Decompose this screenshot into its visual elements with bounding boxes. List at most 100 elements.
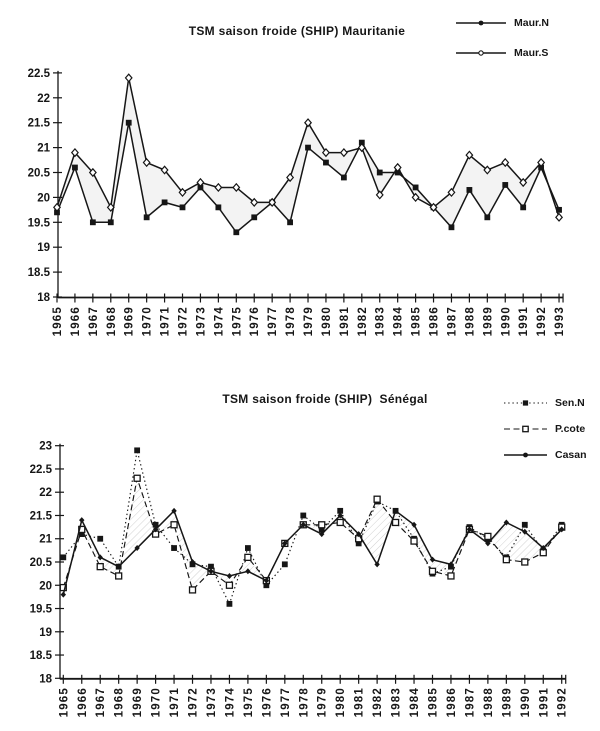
svg-text:20: 20 bbox=[39, 580, 52, 592]
svg-text:22.5: 22.5 bbox=[30, 464, 53, 476]
svg-text:1966: 1966 bbox=[70, 306, 82, 336]
svg-text:1968: 1968 bbox=[114, 687, 126, 717]
svg-text:1969: 1969 bbox=[132, 687, 144, 717]
svg-text:18.5: 18.5 bbox=[30, 650, 53, 662]
svg-text:21.5: 21.5 bbox=[28, 118, 51, 130]
svg-text:1965: 1965 bbox=[52, 306, 64, 336]
mauritanie-chart-plot: 18 18.5 19 19.5 20 20.5 21 21.5 22 22.5 1965 1966 19… bbox=[28, 68, 566, 336]
svg-text:1973: 1973 bbox=[195, 306, 207, 336]
svg-text:1988: 1988 bbox=[483, 687, 495, 717]
sen-n-line-marker-icon bbox=[503, 397, 548, 409]
svg-text:19.5: 19.5 bbox=[30, 604, 53, 616]
svg-text:1975: 1975 bbox=[243, 687, 255, 717]
svg-text:1991: 1991 bbox=[518, 306, 530, 336]
svg-text:1984: 1984 bbox=[393, 306, 405, 336]
svg-text:1978: 1978 bbox=[285, 306, 297, 336]
svg-text:1967: 1967 bbox=[95, 687, 107, 717]
svg-text:21.5: 21.5 bbox=[30, 510, 53, 522]
svg-text:1986: 1986 bbox=[429, 306, 441, 336]
svg-text:1977: 1977 bbox=[280, 687, 292, 717]
svg-text:1980: 1980 bbox=[321, 306, 333, 336]
svg-text:1968: 1968 bbox=[106, 306, 118, 336]
legend-item-maur-s: Maur.S bbox=[455, 38, 549, 68]
maur-s-line-marker-icon bbox=[455, 47, 507, 59]
svg-text:1991: 1991 bbox=[538, 687, 550, 717]
svg-text:1971: 1971 bbox=[169, 687, 181, 717]
svg-text:1967: 1967 bbox=[88, 306, 100, 336]
legend-item-casan: Casan bbox=[503, 442, 587, 468]
svg-text:1980: 1980 bbox=[335, 687, 347, 717]
svg-text:1971: 1971 bbox=[160, 306, 172, 336]
svg-text:1974: 1974 bbox=[213, 306, 225, 336]
svg-text:22.5: 22.5 bbox=[28, 68, 51, 80]
mauritanie-chart-title: TSM saison froide (SHIP) Mauritanie bbox=[188, 24, 406, 38]
svg-text:20: 20 bbox=[37, 192, 50, 204]
svg-text:1979: 1979 bbox=[317, 687, 329, 717]
svg-text:1970: 1970 bbox=[142, 306, 154, 336]
svg-text:1977: 1977 bbox=[267, 306, 279, 336]
svg-text:1981: 1981 bbox=[354, 687, 366, 717]
svg-text:1986: 1986 bbox=[446, 687, 458, 717]
svg-text:20.5: 20.5 bbox=[28, 168, 51, 180]
svg-text:1987: 1987 bbox=[446, 306, 458, 336]
svg-text:21: 21 bbox=[37, 143, 50, 155]
svg-text:1992: 1992 bbox=[536, 306, 548, 336]
svg-text:22: 22 bbox=[37, 93, 50, 105]
casan-line-marker-icon bbox=[503, 449, 548, 461]
svg-text:22: 22 bbox=[39, 487, 52, 499]
svg-text:1985: 1985 bbox=[428, 687, 440, 717]
svg-text:1974: 1974 bbox=[224, 687, 236, 717]
svg-text:1985: 1985 bbox=[411, 306, 423, 336]
svg-text:1981: 1981 bbox=[339, 306, 351, 336]
legend-label-casan: Casan bbox=[555, 449, 587, 461]
svg-text:1969: 1969 bbox=[124, 306, 136, 336]
senegal-chart-title: TSM saison froide (SHIP) Sénégal bbox=[222, 392, 428, 406]
legend-label-sen-n: Sen.N bbox=[555, 397, 585, 409]
svg-text:1987: 1987 bbox=[464, 687, 476, 717]
svg-text:1976: 1976 bbox=[249, 306, 261, 336]
p-cote-line-marker-icon bbox=[503, 423, 548, 435]
legend-label-p-cote: P.cote bbox=[555, 423, 586, 435]
svg-text:1975: 1975 bbox=[231, 306, 243, 336]
svg-text:21: 21 bbox=[39, 534, 52, 546]
svg-text:1982: 1982 bbox=[372, 687, 384, 717]
svg-text:1978: 1978 bbox=[298, 687, 310, 717]
svg-text:1976: 1976 bbox=[261, 687, 273, 717]
svg-text:1990: 1990 bbox=[520, 687, 532, 717]
svg-text:1983: 1983 bbox=[375, 306, 387, 336]
svg-text:18: 18 bbox=[37, 292, 50, 304]
legend-label-maur-n: Maur.N bbox=[514, 17, 550, 29]
svg-text:1988: 1988 bbox=[464, 306, 476, 336]
legend-item-p-cote: P.cote bbox=[503, 416, 587, 442]
svg-text:19.5: 19.5 bbox=[28, 217, 51, 229]
svg-text:1992: 1992 bbox=[557, 687, 569, 717]
svg-text:19: 19 bbox=[39, 627, 52, 639]
maur-n-line-marker-icon bbox=[455, 17, 507, 29]
svg-text:1983: 1983 bbox=[391, 687, 403, 717]
svg-text:1993: 1993 bbox=[554, 306, 566, 336]
legend-item-maur-n: Maur.N bbox=[455, 8, 549, 38]
svg-text:1990: 1990 bbox=[500, 306, 512, 336]
svg-text:1970: 1970 bbox=[151, 687, 163, 717]
senegal-legend: Sen.N P.cote Casan bbox=[503, 390, 587, 468]
svg-text:1979: 1979 bbox=[303, 306, 315, 336]
svg-text:18: 18 bbox=[39, 673, 52, 685]
legend-item-sen-n: Sen.N bbox=[503, 390, 587, 416]
svg-text:1982: 1982 bbox=[357, 306, 369, 336]
svg-text:1973: 1973 bbox=[206, 687, 218, 717]
svg-text:1989: 1989 bbox=[482, 306, 494, 336]
svg-text:19: 19 bbox=[37, 242, 50, 254]
svg-text:1989: 1989 bbox=[501, 687, 513, 717]
svg-text:1965: 1965 bbox=[58, 687, 70, 717]
svg-text:23: 23 bbox=[39, 441, 52, 453]
svg-text:18.5: 18.5 bbox=[28, 267, 51, 279]
svg-text:1966: 1966 bbox=[77, 687, 89, 717]
svg-text:1984: 1984 bbox=[409, 687, 421, 717]
svg-text:1972: 1972 bbox=[178, 306, 190, 336]
mauritanie-legend: Maur.N Maur.S bbox=[455, 8, 549, 68]
legend-label-maur-s: Maur.S bbox=[514, 47, 549, 59]
senegal-chart-plot: 18 18.5 19 19.5 20 20.5 21 21.5 22 22.5 23 1965 1966… bbox=[30, 441, 569, 718]
svg-text:20.5: 20.5 bbox=[30, 557, 53, 569]
svg-text:1972: 1972 bbox=[188, 687, 200, 717]
